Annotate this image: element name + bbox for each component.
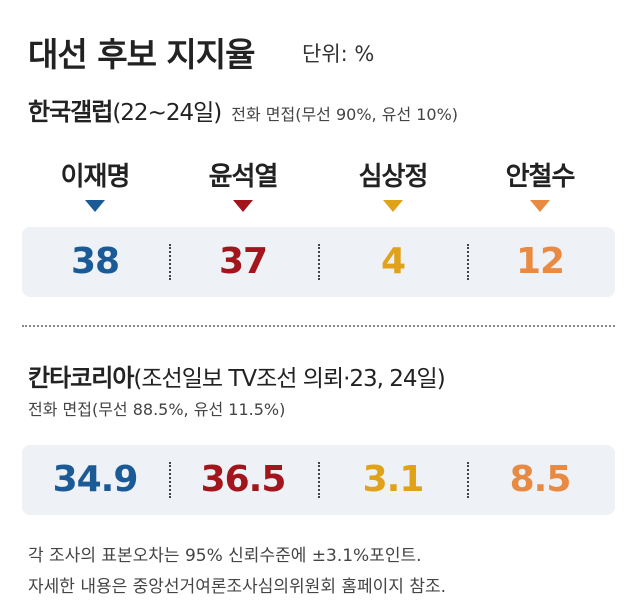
poll-heading: 칸타코리아 (조선일보 TV조선 의뢰·23, 24일) <box>28 358 446 393</box>
candidate-marker <box>233 200 253 212</box>
footnote: 각 조사의 표본오차는 95% 신뢰수준에 ±3.1%포인트. <box>28 546 422 566</box>
value: 36.5 <box>200 459 287 500</box>
value: 3.1 <box>362 459 425 500</box>
separator <box>466 462 469 498</box>
candidate-name: 이재명 <box>60 162 131 192</box>
value: 4 <box>380 241 406 282</box>
separator <box>169 244 171 280</box>
value: 37 <box>218 241 268 282</box>
candidate-marker <box>85 200 105 212</box>
separator <box>318 462 320 498</box>
title: 대선 후보 지지율 <box>28 35 255 74</box>
poll-detail: (22~24일) <box>112 100 222 126</box>
poll-method: 전화 면접(무선 88.5%, 유선 11.5%) <box>28 400 286 419</box>
value: 8.5 <box>509 459 572 500</box>
value: 38 <box>70 241 120 282</box>
separator <box>169 462 171 498</box>
separator <box>318 244 320 280</box>
poll-heading: 한국갤럽 (22~24일) 전화 면접(무선 90%, 유선 10%) <box>28 92 458 127</box>
separator <box>466 244 469 280</box>
unit: 단위: % <box>302 42 375 66</box>
poll-detail: (조선일보 TV조선 의뢰·23, 24일) <box>133 366 445 392</box>
value: 34.9 <box>52 459 139 500</box>
poll-method: 전화 면접(무선 90%, 유선 10%) <box>231 105 459 124</box>
candidate-name: 윤석열 <box>208 162 279 192</box>
candidate-name: 안철수 <box>505 162 576 192</box>
value: 12 <box>515 241 565 282</box>
poll-name: 칸타코리아 <box>28 364 134 392</box>
poll-name: 한국갤럽 <box>28 98 113 126</box>
divider <box>22 325 615 327</box>
candidate-marker <box>383 200 403 212</box>
candidate-marker <box>530 200 550 212</box>
footnote: 자세한 내용은 중앙선거여론조사심의위원회 홈페이지 참조. <box>28 577 447 597</box>
candidate-name: 심상정 <box>358 162 429 192</box>
